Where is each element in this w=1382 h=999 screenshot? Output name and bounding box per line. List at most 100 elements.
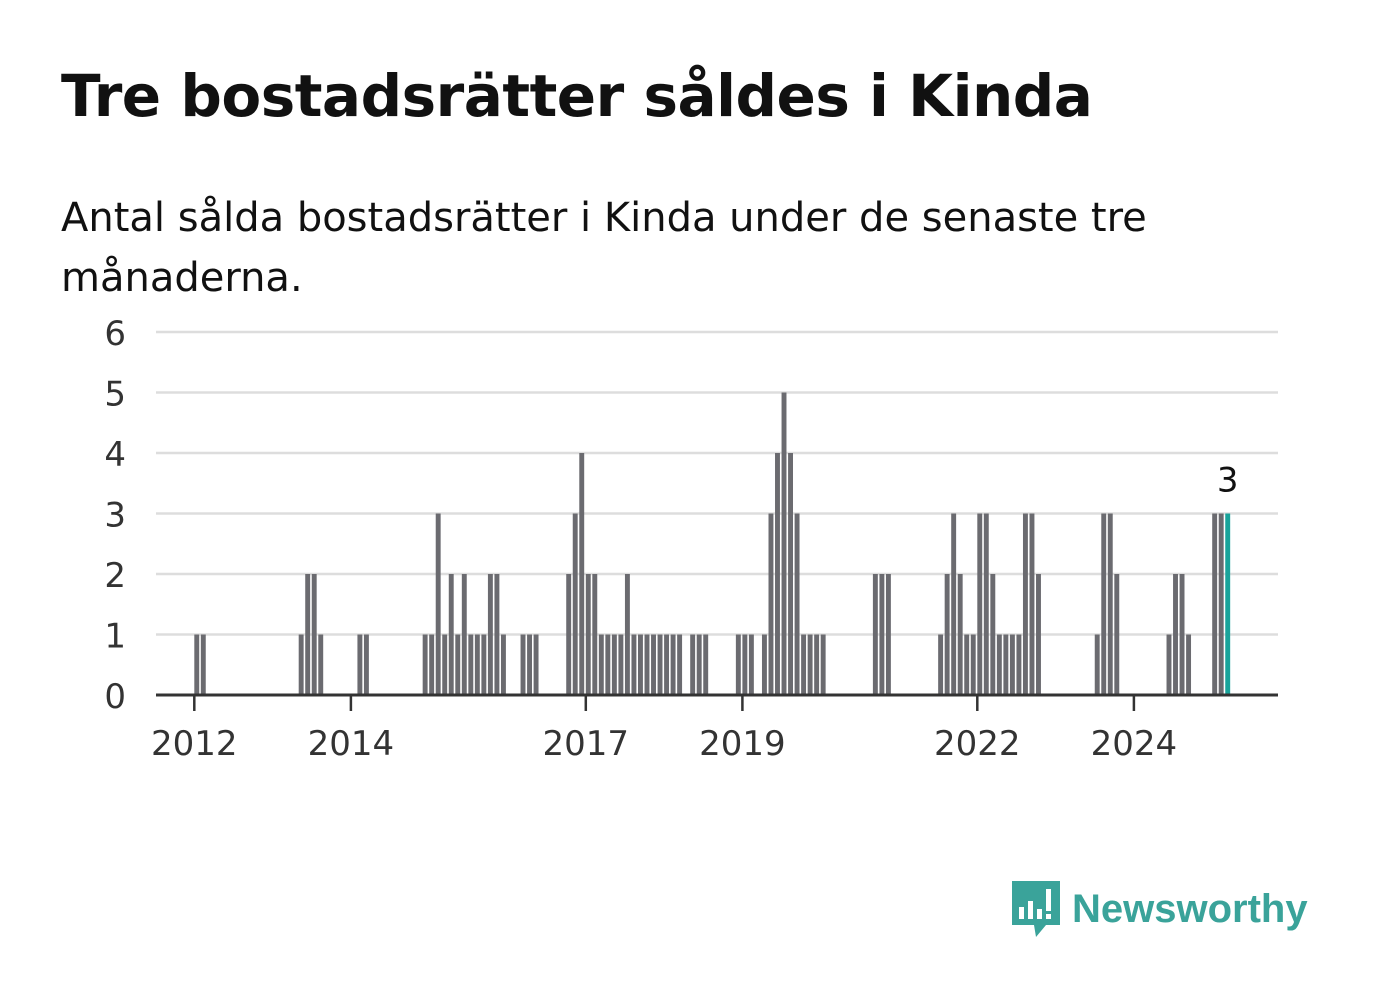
bar (1218, 513, 1224, 695)
bar (951, 513, 957, 695)
bar (820, 634, 826, 695)
bar (690, 634, 696, 695)
bar (448, 574, 454, 695)
y-tick-label: 4 (104, 435, 126, 475)
bar (1212, 513, 1218, 695)
chart-subtitle: Antal sålda bostadsrätter i Kinda under … (61, 195, 1147, 301)
bar (318, 634, 324, 695)
bar (1022, 513, 1028, 695)
y-tick-label: 1 (104, 617, 126, 657)
bar (605, 634, 611, 695)
bar (742, 634, 748, 695)
bar (664, 634, 670, 695)
x-tick-label: 2022 (934, 724, 1021, 764)
bar (194, 634, 200, 695)
bar (775, 453, 780, 695)
chart-title: Tre bostadsrätter såldes i Kinda (61, 62, 1093, 130)
bar (311, 574, 317, 695)
bar (429, 634, 435, 695)
bar (970, 634, 976, 695)
bar (533, 634, 539, 695)
y-tick-label: 3 (104, 496, 126, 536)
bar (487, 574, 493, 695)
bar (657, 634, 663, 695)
bars (194, 392, 1231, 695)
bar (631, 634, 637, 695)
bar (1101, 513, 1107, 695)
x-tick-label: 2014 (308, 724, 395, 764)
bar (1186, 634, 1192, 695)
bar (1029, 513, 1035, 695)
bar (468, 634, 474, 695)
bar (703, 634, 709, 695)
bar (781, 392, 787, 695)
bar (696, 634, 702, 695)
bar (996, 634, 1002, 695)
bar (644, 634, 650, 695)
bar (442, 634, 448, 695)
bar (298, 634, 304, 695)
data-label: 3 (1217, 461, 1239, 501)
bar (1114, 574, 1120, 695)
bar (794, 513, 800, 695)
bar (807, 634, 813, 695)
bar (566, 574, 572, 695)
y-tick-label: 6 (104, 314, 126, 354)
bar (885, 574, 891, 695)
bar (500, 634, 506, 695)
bar (520, 634, 526, 695)
x-axis (156, 693, 1278, 711)
brand-name: Newsworthy (1072, 886, 1308, 931)
bar (585, 574, 591, 695)
bar (1036, 574, 1041, 695)
x-tick-label: 2019 (699, 724, 786, 764)
y-tick-label: 0 (104, 677, 126, 717)
bar (670, 634, 676, 695)
bar (977, 513, 983, 695)
bar (481, 634, 487, 695)
bar (435, 513, 441, 695)
y-tick-label: 5 (104, 375, 126, 415)
bar (624, 574, 630, 695)
x-axis-tick-labels: 2012 2014 2017 2019 2022 2024 (151, 724, 1177, 764)
bar (735, 634, 741, 695)
y-tick-label: 2 (104, 556, 126, 596)
bar (651, 634, 656, 695)
bar (527, 634, 532, 695)
bar (1173, 574, 1178, 695)
x-tick-label: 2017 (543, 724, 630, 764)
gridlines (156, 330, 1278, 636)
bar-highlight (1225, 513, 1231, 695)
bar (957, 574, 963, 695)
bar (1166, 634, 1172, 695)
bar (879, 574, 885, 695)
bar (814, 634, 820, 695)
bar (200, 634, 206, 695)
bar (801, 634, 807, 695)
bar (494, 574, 500, 695)
bar (455, 634, 461, 695)
bar (938, 634, 944, 695)
newsworthy-logo-icon (1012, 881, 1060, 937)
bar (474, 634, 480, 695)
bar (305, 574, 311, 695)
bar (761, 634, 767, 695)
bar (748, 634, 754, 695)
bar (363, 634, 369, 695)
bar (357, 634, 363, 695)
bar (638, 634, 643, 695)
bar (1107, 513, 1113, 695)
bar (592, 574, 598, 695)
bar (768, 513, 774, 695)
bar (579, 453, 585, 695)
bar (983, 513, 989, 695)
bar (422, 634, 428, 695)
bar (461, 574, 467, 695)
y-axis-tick-labels: 0 1 2 3 4 5 6 (104, 314, 126, 717)
bar (788, 453, 793, 695)
bar (872, 574, 878, 695)
bar (611, 634, 617, 695)
bar (990, 574, 996, 695)
bar (1003, 634, 1009, 695)
